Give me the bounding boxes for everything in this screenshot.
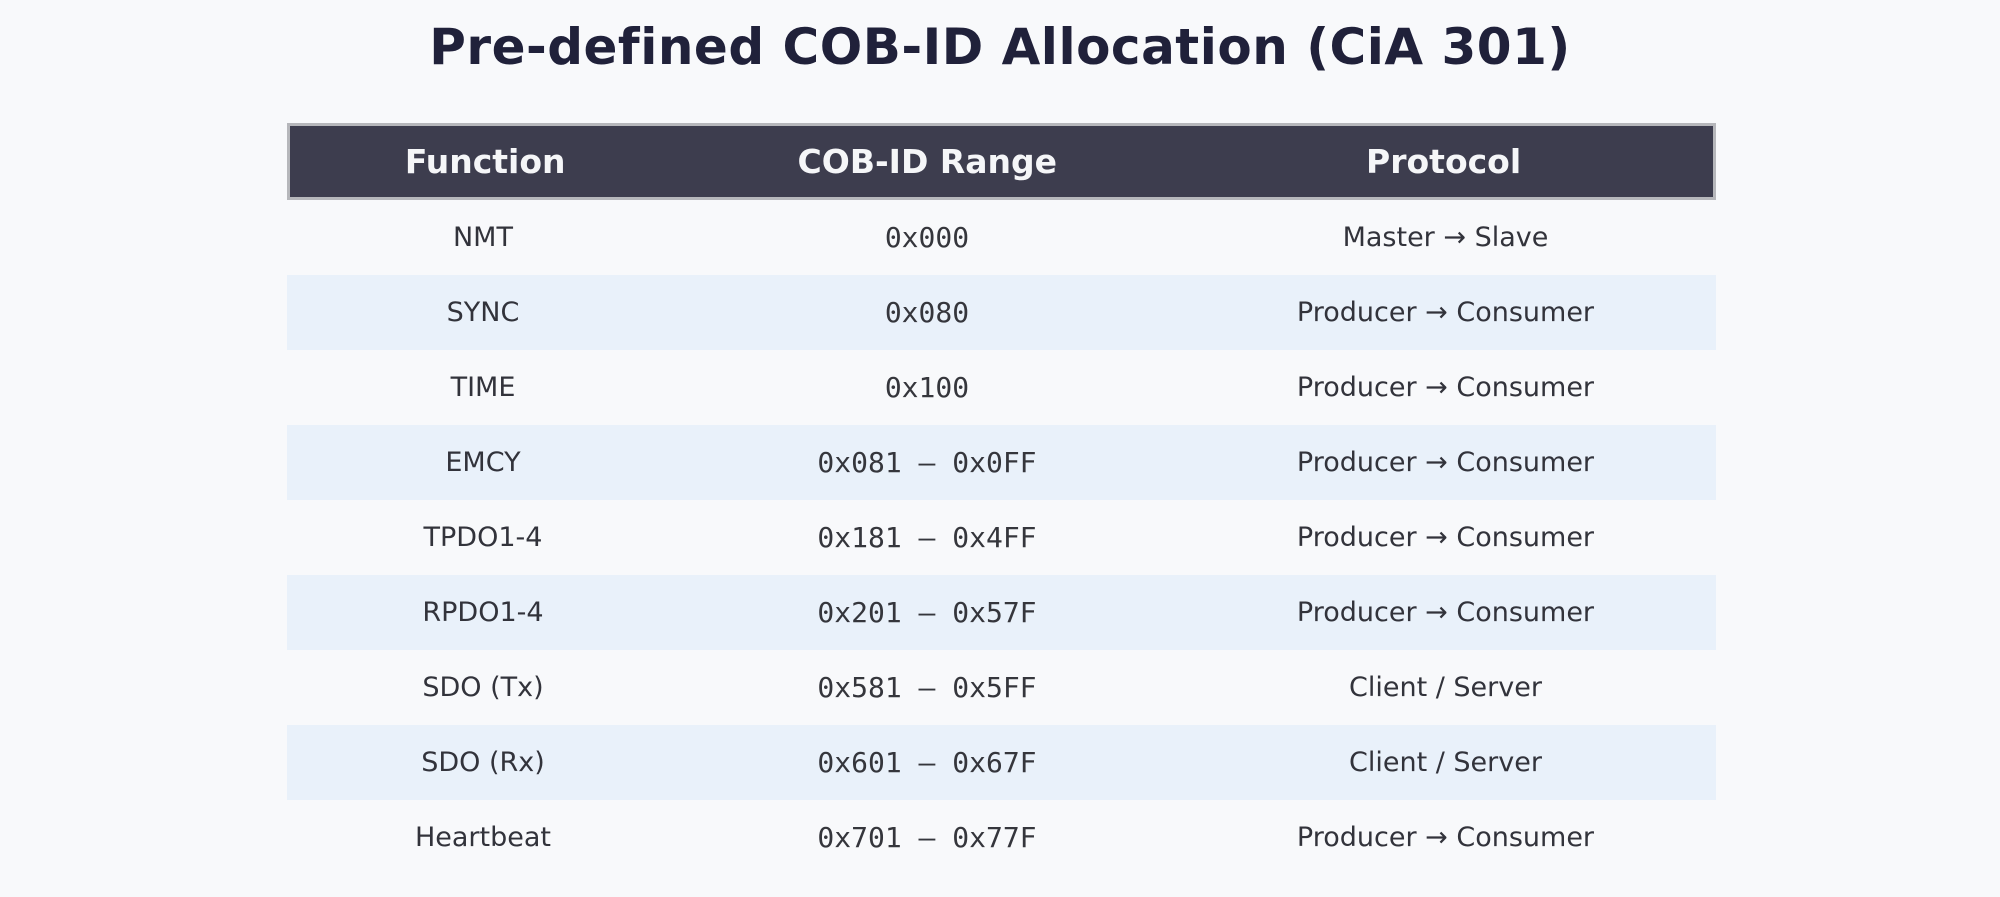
cell-protocol: Producer → Consumer <box>1296 447 1595 478</box>
cell-cob-id-range: 0x601 — 0x67F <box>817 746 1037 779</box>
cell-cob-id-range: 0x080 <box>884 296 970 329</box>
table-row: TIME 0x100 Producer → Consumer <box>287 350 1716 425</box>
column-header-function: Function <box>404 142 566 181</box>
figure-title: Pre-defined COB-ID Allocation (CiA 301) <box>429 18 1571 76</box>
cell-cob-id-range: 0x201 — 0x57F <box>817 596 1037 629</box>
table-body: NMT 0x000 Master → Slave SYNC 0x080 Prod… <box>287 200 1716 875</box>
cell-cob-id-range: 0x000 <box>884 221 970 254</box>
column-header-protocol: Protocol <box>1366 142 1522 181</box>
cell-protocol: Master → Slave <box>1342 222 1549 253</box>
cell-protocol: Producer → Consumer <box>1296 522 1595 553</box>
cell-cob-id-range: 0x081 — 0x0FF <box>817 446 1037 479</box>
table-row: RPDO1-4 0x201 — 0x57F Producer → Consume… <box>287 575 1716 650</box>
cell-function: SDO (Rx) <box>421 747 545 778</box>
cell-protocol: Producer → Consumer <box>1296 597 1595 628</box>
cell-protocol: Producer → Consumer <box>1296 822 1595 853</box>
cell-cob-id-range: 0x581 — 0x5FF <box>817 671 1037 704</box>
cell-function: NMT <box>452 222 513 253</box>
table-row: NMT 0x000 Master → Slave <box>287 200 1716 275</box>
cell-function: Heartbeat <box>414 822 551 853</box>
table-header-row: Function COB-ID Range Protocol <box>287 123 1716 200</box>
cell-protocol: Producer → Consumer <box>1296 372 1595 403</box>
cell-function: TPDO1-4 <box>423 522 543 553</box>
column-header-cob-id-range: COB-ID Range <box>797 142 1058 181</box>
cell-function: SYNC <box>446 297 520 328</box>
cell-function: TIME <box>450 372 516 403</box>
cell-protocol: Producer → Consumer <box>1296 297 1595 328</box>
cell-function: SDO (Tx) <box>422 672 544 703</box>
table-row: TPDO1-4 0x181 — 0x4FF Producer → Consume… <box>287 500 1716 575</box>
cell-function: RPDO1-4 <box>422 597 544 628</box>
table-row: SYNC 0x080 Producer → Consumer <box>287 275 1716 350</box>
cell-cob-id-range: 0x181 — 0x4FF <box>817 521 1037 554</box>
cob-id-allocation-table: Function COB-ID Range Protocol NMT 0x000… <box>287 123 1716 875</box>
cell-protocol: Client / Server <box>1348 672 1542 703</box>
cell-cob-id-range: 0x701 — 0x77F <box>817 821 1037 854</box>
table-row: EMCY 0x081 — 0x0FF Producer → Consumer <box>287 425 1716 500</box>
cell-protocol: Client / Server <box>1348 747 1542 778</box>
table-row: SDO (Tx) 0x581 — 0x5FF Client / Server <box>287 650 1716 725</box>
cell-function: EMCY <box>445 447 521 478</box>
table-row: SDO (Rx) 0x601 — 0x67F Client / Server <box>287 725 1716 800</box>
cell-cob-id-range: 0x100 <box>884 371 970 404</box>
table-row: Heartbeat 0x701 — 0x77F Producer → Consu… <box>287 800 1716 875</box>
